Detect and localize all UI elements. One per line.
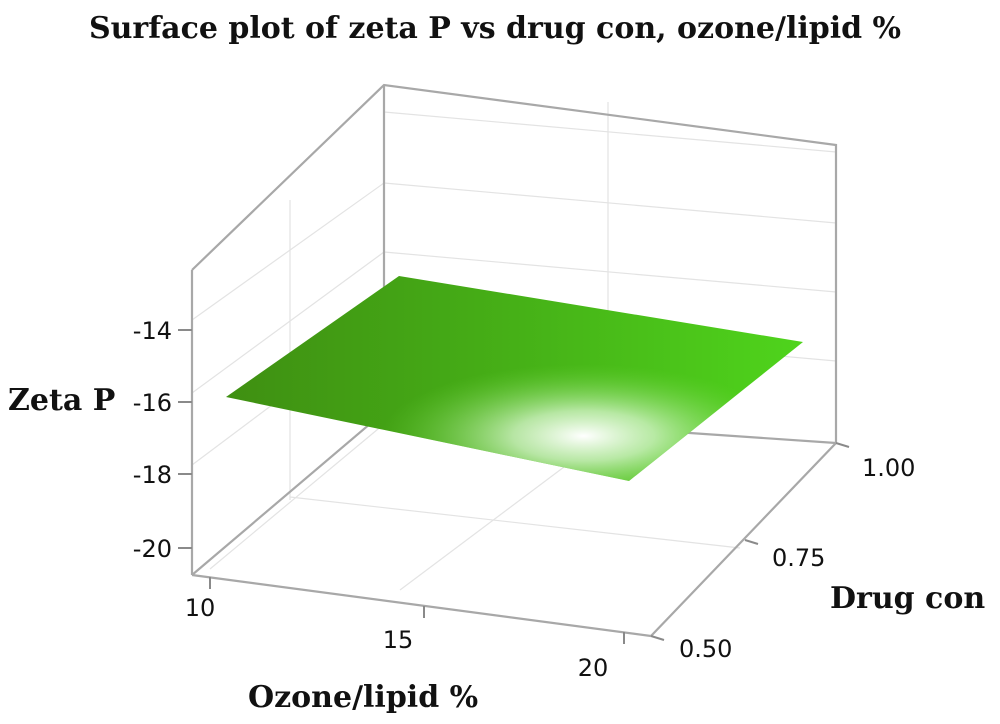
surface-highlight — [226, 276, 803, 481]
response-surface — [226, 276, 803, 481]
y-tick-label: 0.75 — [772, 544, 825, 572]
y-tick-label: 1.00 — [862, 454, 915, 482]
x-tick-label: 10 — [185, 594, 216, 622]
z-tick-marks — [178, 329, 192, 549]
x-tick-marks — [209, 577, 625, 644]
x-tick-labels: 10 15 20 — [185, 594, 609, 682]
z-axis-title: Zeta P — [8, 383, 115, 418]
x-axis-title: Ozone/lipid % — [248, 680, 478, 715]
y-tick-labels: 0.50 0.75 1.00 — [679, 454, 915, 663]
x-tick-label: 15 — [383, 626, 414, 654]
y-tick-label: 0.50 — [679, 635, 732, 663]
z-tick-label: -20 — [133, 535, 172, 563]
y-axis-title: Drug con — [830, 581, 985, 616]
y-tick-marks — [650, 442, 850, 641]
z-tick-labels: -14 -16 -18 -20 — [133, 317, 172, 563]
z-tick-label: -16 — [133, 389, 172, 417]
z-tick-label: -14 — [133, 317, 172, 345]
x-tick-label: 20 — [578, 654, 609, 682]
z-tick-label: -18 — [133, 461, 172, 489]
chart-title: Surface plot of zeta P vs drug con, ozon… — [89, 11, 901, 46]
